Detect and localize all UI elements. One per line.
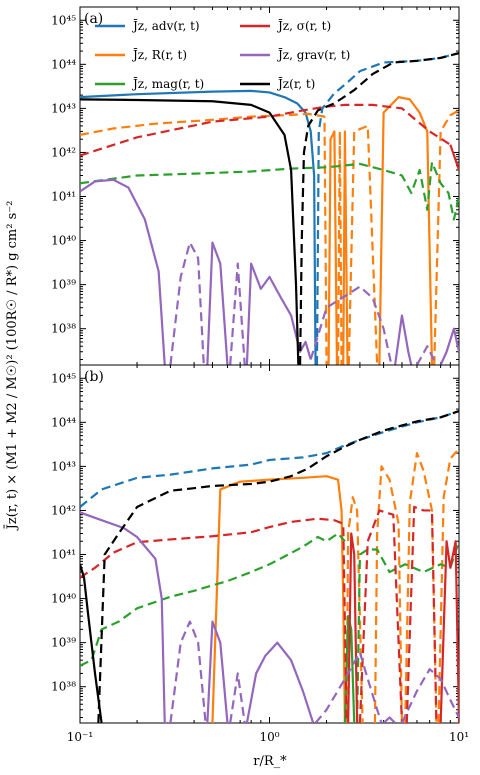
- y-tick-label: 10³⁸: [51, 322, 76, 336]
- series-line: [394, 314, 413, 365]
- y-tick-label: 10⁴⁴: [51, 57, 76, 71]
- y-tick-label: 10⁴⁴: [51, 415, 76, 429]
- series-line: [342, 130, 349, 365]
- series-line: [80, 89, 317, 365]
- series-line: [437, 448, 459, 723]
- series-line: [439, 540, 459, 723]
- series-line: [206, 620, 229, 723]
- y-axis-title: J̄z(r, t) × (M1 + M2 / M☉)² (100R☉ / R*)…: [4, 201, 20, 532]
- x-tick-label: 10⁰: [259, 730, 279, 744]
- y-tick-label: 10³⁹: [51, 278, 76, 292]
- y-tick-label: 10⁴⁵: [51, 371, 76, 385]
- legend-label: J̄z(r, t): [276, 76, 315, 91]
- panel-b: 10³⁸ 10³⁹ 10⁴⁰ 10⁴¹ 10⁴² 10⁴³ 10⁴⁴ 10⁴⁵ (b): [51, 364, 460, 724]
- plot-frame: [79, 364, 460, 724]
- series-line: [309, 285, 393, 365]
- series-line: [347, 532, 359, 723]
- panel-a: 10³⁸ 10³⁹ 10⁴⁰ 10⁴¹ 10⁴² 10⁴³ 10⁴⁴ 10⁴⁵ (a): [51, 6, 460, 366]
- series-line: [229, 262, 246, 365]
- series-line: [169, 620, 207, 723]
- series-line: [211, 475, 347, 723]
- series-line: [80, 161, 459, 221]
- series-line: [80, 511, 166, 723]
- x-tick-label: 10⁻¹: [67, 730, 93, 744]
- legend-label: J̄z, σ(r, t): [276, 18, 331, 33]
- series-line: [245, 641, 315, 723]
- y-tick-label: 10⁴⁰: [51, 234, 76, 248]
- x-axis-title: r/R_*: [253, 754, 287, 769]
- series-line: [347, 124, 379, 365]
- series-line: [97, 410, 459, 723]
- legend: J̄z, adv(r, t) J̄z, R(r, t) J̄z, mag(r, t)…: [95, 18, 350, 91]
- y-tick-label: 10⁴²: [51, 145, 76, 159]
- series-line: [433, 109, 459, 365]
- legend-label: J̄z, grav(r, t): [276, 47, 350, 62]
- panel-tag: (b): [84, 369, 104, 385]
- series-line: [298, 52, 459, 365]
- legend-label: J̄z, adv(r, t): [131, 18, 200, 33]
- series-line: [229, 672, 246, 723]
- series-line: [373, 465, 404, 723]
- y-tick-label: 10⁴³: [51, 459, 76, 473]
- legend-label: J̄z, R(r, t): [131, 47, 187, 62]
- series-line: [336, 130, 343, 365]
- series-line: [415, 345, 438, 365]
- panel-tag: (a): [84, 11, 103, 27]
- series-line: [80, 563, 103, 723]
- series-line: [439, 327, 459, 365]
- series-line: [314, 651, 383, 723]
- series-line: [382, 716, 396, 723]
- series-line: [358, 509, 404, 723]
- series-group: [80, 52, 459, 365]
- series-line: [327, 130, 339, 365]
- legend-label: J̄z, mag(r, t): [131, 76, 204, 91]
- series-line: [80, 532, 346, 667]
- y-tick-label: 10⁴¹: [51, 548, 76, 562]
- x-tick-label: 10¹: [449, 730, 469, 744]
- axes-labels: 10⁻¹ 10⁰ 10¹ r/R_* J̄z(r, t) × (M1 + M2 / M☉…: [4, 201, 469, 769]
- series-group: [80, 410, 459, 723]
- series-line: [405, 505, 438, 723]
- series-line: [80, 410, 459, 508]
- y-tick-label: 10³⁹: [51, 636, 76, 650]
- y-tick-label: 10⁴⁰: [51, 592, 76, 606]
- y-tick-label: 10⁴²: [51, 503, 76, 517]
- y-tick-label: 10⁴³: [51, 101, 76, 115]
- series-line: [169, 241, 205, 365]
- series-line: [80, 98, 300, 365]
- series-line: [400, 668, 459, 723]
- series-line: [449, 144, 459, 171]
- series-line: [80, 517, 348, 723]
- series-line: [206, 241, 229, 365]
- y-tick-label: 10⁴¹: [51, 190, 76, 204]
- series-line: [80, 178, 166, 365]
- series-line: [245, 262, 312, 365]
- y-tick-label: 10³⁸: [51, 680, 76, 694]
- series-line: [378, 96, 434, 365]
- y-tick-label: 10⁴⁵: [51, 13, 76, 27]
- series-line: [80, 103, 451, 157]
- series-line: [80, 112, 328, 365]
